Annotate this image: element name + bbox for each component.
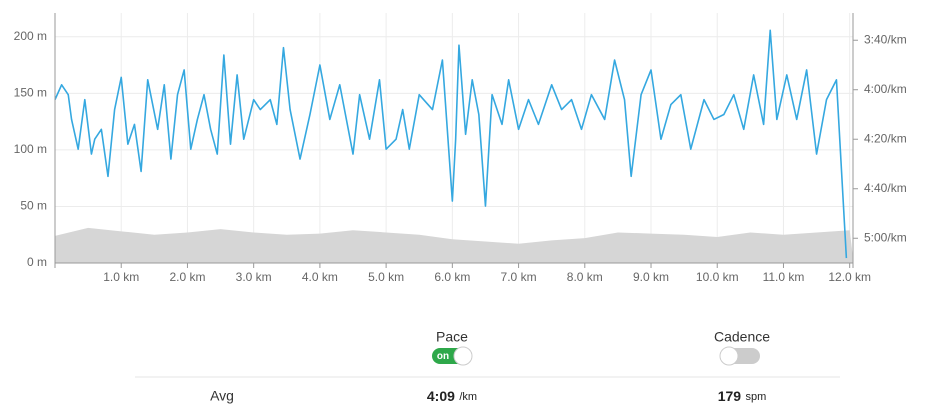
cadence-toggle[interactable] xyxy=(719,346,760,366)
toggle-knob[interactable] xyxy=(719,346,739,366)
x-tick-label: 8.0 km xyxy=(567,270,603,284)
y2-tick-label: 3:40/km xyxy=(864,32,907,46)
avg-cadence: 179 spm xyxy=(718,388,767,406)
pace-line xyxy=(54,29,848,259)
y-tick-label: 50 m xyxy=(20,199,47,213)
avg-label: Avg xyxy=(210,388,234,404)
pace-unit: /km xyxy=(459,391,477,403)
x-tick-label: 2.0 km xyxy=(169,270,205,284)
y-tick-label: 150 m xyxy=(14,85,47,99)
elevation-area xyxy=(55,227,853,263)
x-tick-label: 3.0 km xyxy=(236,270,272,284)
avg-pace-value: 4:09 xyxy=(427,388,455,404)
y2-tick-label: 4:00/km xyxy=(864,82,907,96)
toggle-text: on xyxy=(437,351,449,362)
y2-tick-label: 5:00/km xyxy=(864,230,907,244)
cadence-unit: spm xyxy=(746,391,767,403)
y-tick-label: 200 m xyxy=(14,29,47,43)
pace-toggle[interactable]: on xyxy=(432,346,473,366)
x-tick-label: 11.0 km xyxy=(763,270,805,284)
y-tick-label: 100 m xyxy=(14,142,47,156)
x-tick-label: 12.0 km xyxy=(828,270,871,284)
avg-cadence-value: 179 xyxy=(718,388,742,404)
cadence-label: Cadence xyxy=(714,329,770,345)
y-tick-label: 0 m xyxy=(27,255,47,269)
y2-tick-label: 4:40/km xyxy=(864,181,907,195)
x-tick-label: 10.0 km xyxy=(696,270,739,284)
x-tick-label: 5.0 km xyxy=(368,270,404,284)
x-tick-label: 9.0 km xyxy=(633,270,669,284)
toggle-knob[interactable] xyxy=(453,346,473,366)
x-tick-label: 6.0 km xyxy=(434,270,470,284)
avg-pace: 4:09 /km xyxy=(427,388,477,406)
x-tick-label: 1.0 km xyxy=(103,270,139,284)
plot: 0 m 50 m 100 m 150 m 200 m 1.0 km 2.0 km 3.0 km… xyxy=(14,13,907,284)
y2-tick-label: 4:20/km xyxy=(864,131,907,145)
pace-label: Pace xyxy=(436,329,468,345)
x-tick-label: 7.0 km xyxy=(501,270,537,284)
x-tick-label: 4.0 km xyxy=(302,270,338,284)
